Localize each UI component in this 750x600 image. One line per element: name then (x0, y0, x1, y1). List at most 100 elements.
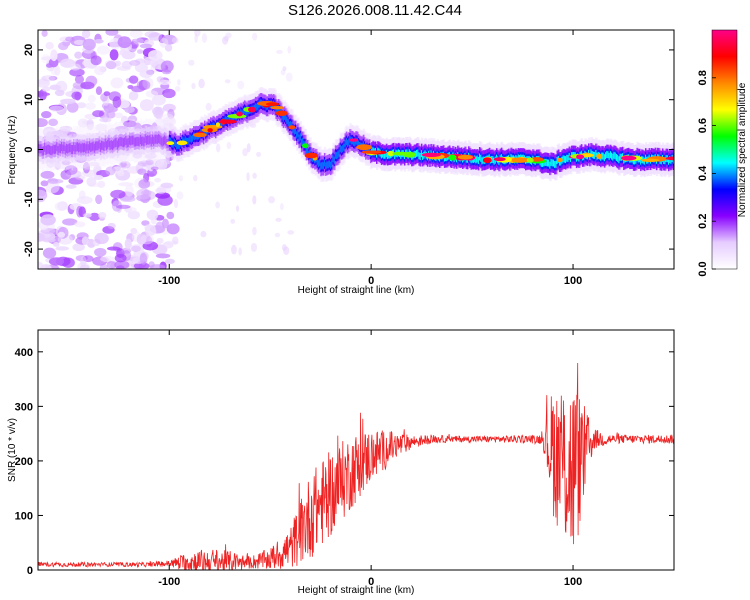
spectrogram-cell (151, 134, 155, 144)
spectrogram-cell (83, 212, 92, 218)
spectrogram-cell (297, 129, 300, 137)
spectrogram-cell (327, 161, 330, 169)
spectrogram-cell (322, 162, 326, 170)
spectrogram-cell (296, 131, 299, 139)
spectrogram-cell (190, 135, 194, 143)
spectrogram-cell (566, 154, 569, 162)
spectrogram-cell (275, 49, 283, 54)
spectrogram-cell (194, 30, 201, 37)
spectrogram-cell (215, 143, 221, 153)
spectrogram-cell (268, 196, 275, 204)
spectrogram-cell (287, 119, 290, 127)
spectrogram-cell (134, 137, 138, 147)
spectrogram-cell (136, 136, 139, 146)
spectrogram-cell (57, 231, 66, 238)
spectrogram-cell (564, 156, 568, 164)
spectrogram-cell (88, 141, 92, 151)
spectrogram-cell (80, 256, 87, 268)
spectrogram-cell (41, 30, 48, 37)
spectrogram-cell (331, 160, 334, 168)
spectrogram-cell (475, 156, 478, 164)
spectrogram-cell (644, 154, 648, 162)
spectrogram-cell (130, 136, 133, 146)
spectrogram-cell (74, 221, 86, 228)
spectrogram-cell (93, 175, 104, 181)
spectrogram-cell (53, 145, 57, 155)
spectrogram-cell (42, 146, 46, 156)
spectrogram-cell (345, 138, 349, 146)
spectrogram-cell (63, 141, 66, 152)
snr-series-line (38, 362, 674, 570)
spectrogram-cell (306, 146, 310, 154)
spectrogram-cell (457, 154, 473, 160)
spectrogram-cell (128, 135, 132, 145)
spectrogram-cell (137, 49, 144, 54)
spectrogram-cell (664, 157, 667, 165)
spectrogram-cell (176, 140, 188, 146)
spectrogram-cell (153, 136, 156, 146)
spectrogram-cell (92, 110, 104, 118)
spectrogram-cell (387, 150, 394, 157)
spectrogram-y-tick-label: 0 (23, 146, 35, 152)
spectrogram-cell (139, 43, 152, 49)
spectrogram-cell (252, 195, 257, 205)
spectrogram-cell (549, 161, 552, 169)
spectrogram-cell (336, 152, 339, 160)
spectrogram-cell (81, 30, 91, 39)
spectrogram-cell (166, 223, 180, 235)
spectrogram-cell (89, 212, 100, 222)
spectrogram-cell (555, 160, 558, 168)
spectrogram-cell (41, 75, 56, 82)
spectrogram-cell (55, 246, 69, 251)
spectrogram-cell (546, 159, 550, 167)
snr-x-tick-label: 100 (564, 576, 582, 588)
spectrogram-cell (162, 136, 166, 146)
spectrogram-cell (148, 49, 163, 61)
spectrogram-cell (106, 246, 121, 251)
spectrogram-cell (106, 261, 117, 269)
spectrogram-cell (480, 154, 483, 162)
colorbar-ticks: 0.0 0.2 0.4 0.6 0.8 (697, 70, 716, 277)
spectrogram-cell (274, 232, 281, 238)
spectrogram-cell (103, 142, 106, 152)
spectrogram-cell (103, 91, 111, 97)
spectrogram-cell (562, 155, 565, 163)
spectrogram-cell (321, 161, 324, 169)
spectrogram-cell (42, 247, 57, 259)
spectrogram-cell (102, 141, 105, 151)
spectrogram-cell (172, 140, 175, 148)
spectrogram-cell (193, 174, 198, 182)
spectrogram-cell (298, 134, 301, 142)
spectrogram-cell (246, 109, 249, 117)
spectrogram-cell (198, 78, 205, 89)
spectrogram-cell (119, 137, 122, 147)
spectrogram-cell (380, 151, 384, 159)
spectrogram-cell (110, 189, 126, 199)
spectrogram-cell (567, 154, 570, 162)
colorbar-tick-label: 0.2 (697, 214, 709, 229)
spectrogram-cell (155, 192, 170, 199)
spectrogram-y-tick-label: 20 (23, 44, 35, 56)
spectrogram-cell (133, 37, 144, 45)
spectrogram-cell (148, 32, 163, 41)
spectrogram-cell (129, 30, 143, 39)
spectrogram-cell (116, 204, 131, 209)
spectrogram-cell (254, 103, 258, 111)
spectrogram-y-tick-label: -10 (23, 191, 35, 207)
spectrogram-cell (607, 151, 610, 159)
spectrogram-cell (110, 77, 124, 89)
spectrogram-cell (118, 182, 134, 187)
spectrogram-cell (337, 151, 340, 159)
spectrogram-cell (130, 227, 138, 235)
spectrogram-cell (569, 155, 573, 162)
spectrogram-cell (609, 151, 613, 159)
spectrogram-cell (270, 106, 285, 110)
spectrogram-cell (66, 101, 79, 113)
spectrogram-cell (45, 41, 54, 50)
spectrogram-cell (191, 82, 196, 90)
spectrogram-cell (52, 144, 55, 154)
spectrogram-cell (46, 144, 49, 154)
spectrogram-cell (131, 85, 145, 93)
spectrogram-cell (156, 237, 164, 244)
spectrogram-cell (222, 36, 229, 45)
